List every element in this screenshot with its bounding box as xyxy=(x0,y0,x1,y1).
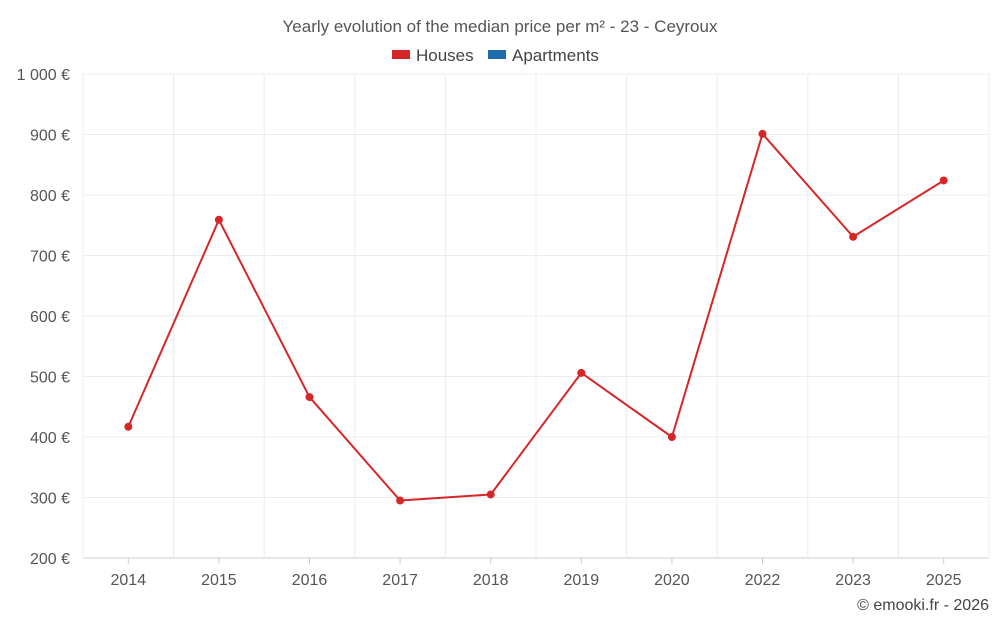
x-tick-label: 2019 xyxy=(564,572,600,589)
y-tick-label: 300 € xyxy=(30,491,70,508)
x-tick-label: 2025 xyxy=(926,572,962,589)
chart-title: Yearly evolution of the median price per… xyxy=(283,17,718,36)
legend-label-houses: Houses xyxy=(416,46,474,65)
data-point-houses[interactable] xyxy=(849,232,858,241)
data-point-houses[interactable] xyxy=(577,368,586,377)
data-point-houses[interactable] xyxy=(214,215,223,224)
y-tick-label: 400 € xyxy=(30,430,70,447)
y-tick-label: 600 € xyxy=(30,309,70,326)
legend-swatch-apartments xyxy=(488,50,506,59)
x-tick-label: 2014 xyxy=(111,572,147,589)
legend-swatch-houses xyxy=(392,50,410,59)
y-axis: 200 € 300 € 400 € 500 € 600 € 700 € 800 € 900 €… xyxy=(17,67,70,568)
gridlines xyxy=(82,73,990,559)
x-tick-label: 2020 xyxy=(654,572,690,589)
data-point-houses[interactable] xyxy=(124,422,133,431)
data-point-houses[interactable] xyxy=(396,496,405,505)
x-tick-label: 2016 xyxy=(292,572,328,589)
y-tick-label: 200 € xyxy=(30,551,70,568)
y-tick-label: 500 € xyxy=(30,370,70,387)
legend-item-houses[interactable]: Houses xyxy=(392,46,474,65)
x-tick-label: 2017 xyxy=(382,572,418,589)
x-tick-label: 2023 xyxy=(835,572,871,589)
data-point-houses[interactable] xyxy=(939,176,948,185)
y-tick-label: 700 € xyxy=(30,249,70,266)
series-line-houses xyxy=(127,132,945,502)
legend: Houses Apartments xyxy=(392,46,599,65)
y-tick-label: 1 000 € xyxy=(17,67,70,84)
x-tick-label: 2018 xyxy=(473,572,509,589)
series-houses xyxy=(124,129,948,505)
legend-label-apartments: Apartments xyxy=(512,46,599,65)
x-tick-label: 2015 xyxy=(201,572,237,589)
data-point-houses[interactable] xyxy=(667,433,676,441)
data-point-houses[interactable] xyxy=(758,129,767,138)
y-tick-label: 800 € xyxy=(30,188,70,205)
x-tick-label: 2022 xyxy=(745,572,781,589)
x-axis: 2014 2015 2016 2017 2018 2019 2020 2022 2023 2025 xyxy=(83,557,989,589)
y-tick-label: 900 € xyxy=(30,128,70,145)
data-point-houses[interactable] xyxy=(486,490,495,499)
data-point-houses[interactable] xyxy=(305,393,314,402)
legend-item-apartments[interactable]: Apartments xyxy=(488,46,599,65)
credit-text: © emooki.fr - 2026 xyxy=(857,597,989,614)
